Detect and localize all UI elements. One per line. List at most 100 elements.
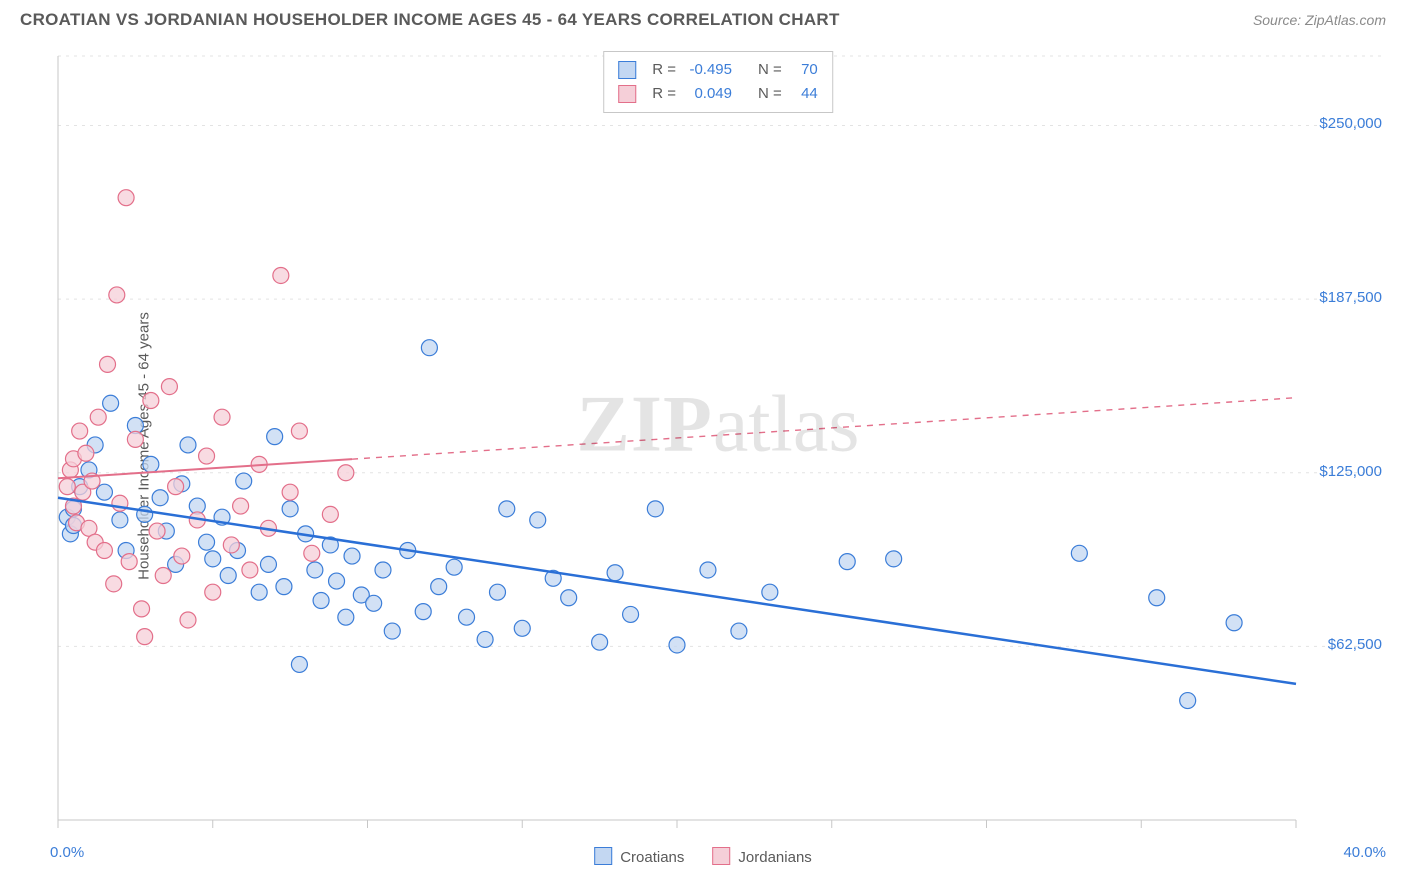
x-max-label: 40.0% bbox=[1343, 844, 1386, 861]
data-point bbox=[431, 579, 447, 595]
legend-r-label: R = bbox=[652, 58, 676, 82]
data-point bbox=[267, 429, 283, 445]
legend-series-name: Jordanians bbox=[738, 849, 811, 866]
gridlines bbox=[58, 56, 1386, 646]
data-point bbox=[199, 534, 215, 550]
data-point bbox=[561, 590, 577, 606]
source-text: Source: ZipAtlas.com bbox=[1253, 12, 1386, 28]
data-point bbox=[205, 551, 221, 567]
data-point bbox=[72, 423, 88, 439]
data-point bbox=[180, 437, 196, 453]
data-point bbox=[152, 490, 168, 506]
data-point bbox=[242, 562, 258, 578]
data-point bbox=[127, 431, 143, 447]
legend-n-label: N = bbox=[758, 82, 782, 106]
data-point bbox=[291, 656, 307, 672]
data-point bbox=[291, 423, 307, 439]
regression-line-dashed bbox=[352, 398, 1296, 459]
data-point bbox=[446, 559, 462, 575]
data-point bbox=[100, 356, 116, 372]
data-point bbox=[96, 484, 112, 500]
data-point bbox=[530, 512, 546, 528]
legend-row: R = -0.495 N = 70 bbox=[618, 58, 818, 82]
data-point bbox=[180, 612, 196, 628]
data-point bbox=[886, 551, 902, 567]
series-legend: Croatians Jordanians bbox=[594, 847, 812, 866]
legend-series-name: Croatians bbox=[620, 849, 684, 866]
data-point bbox=[199, 448, 215, 464]
data-point bbox=[121, 554, 137, 570]
data-point bbox=[137, 629, 153, 645]
legend-swatch bbox=[618, 85, 636, 103]
data-point bbox=[155, 568, 171, 584]
legend-swatch bbox=[618, 61, 636, 79]
data-point bbox=[384, 623, 400, 639]
y-tick-label: $187,500 bbox=[1319, 289, 1382, 306]
data-point bbox=[134, 601, 150, 617]
data-point bbox=[96, 543, 112, 559]
chart-title: CROATIAN VS JORDANIAN HOUSEHOLDER INCOME… bbox=[20, 10, 840, 30]
data-point bbox=[366, 595, 382, 611]
data-point bbox=[109, 287, 125, 303]
data-point bbox=[322, 506, 338, 522]
data-point bbox=[1071, 545, 1087, 561]
data-point bbox=[260, 556, 276, 572]
legend-r-value: 0.049 bbox=[684, 82, 732, 106]
data-point bbox=[489, 584, 505, 600]
data-point bbox=[344, 548, 360, 564]
data-point bbox=[112, 512, 128, 528]
data-point bbox=[415, 604, 431, 620]
data-point bbox=[338, 465, 354, 481]
data-point bbox=[592, 634, 608, 650]
data-point bbox=[90, 409, 106, 425]
legend-row: R =0.049N =44 bbox=[618, 82, 818, 106]
data-point bbox=[313, 593, 329, 609]
data-point bbox=[282, 501, 298, 517]
data-point bbox=[233, 498, 249, 514]
data-point bbox=[647, 501, 663, 517]
data-point bbox=[223, 537, 239, 553]
legend-n-value: 70 bbox=[790, 58, 818, 82]
regression-line-solid bbox=[58, 498, 1296, 684]
data-point bbox=[477, 631, 493, 647]
correlation-legend: R = -0.495 N = 70R = 0.049 N = 44 bbox=[603, 51, 833, 113]
legend-swatch bbox=[594, 847, 612, 865]
data-point bbox=[214, 409, 230, 425]
legend-n-label: N = bbox=[758, 58, 782, 82]
data-point bbox=[103, 395, 119, 411]
data-point bbox=[700, 562, 716, 578]
data-point bbox=[329, 573, 345, 589]
data-point bbox=[161, 379, 177, 395]
data-point bbox=[78, 445, 94, 461]
data-point bbox=[276, 579, 292, 595]
data-point bbox=[514, 620, 530, 636]
data-point bbox=[143, 392, 159, 408]
data-point bbox=[375, 562, 391, 578]
data-point bbox=[106, 576, 122, 592]
legend-r-value: -0.495 bbox=[684, 58, 732, 82]
data-point bbox=[143, 456, 159, 472]
data-point bbox=[839, 554, 855, 570]
plot-area: ZIPatlas R =-0.495N =70R =0.049N =44 $62… bbox=[50, 48, 1386, 834]
data-point bbox=[1180, 693, 1196, 709]
data-point bbox=[421, 340, 437, 356]
data-point bbox=[338, 609, 354, 625]
legend-n-value: 44 bbox=[790, 82, 818, 106]
legend-swatch bbox=[712, 847, 730, 865]
scatter-chart bbox=[50, 48, 1386, 834]
x-min-label: 0.0% bbox=[50, 844, 84, 861]
y-tick-label: $62,500 bbox=[1328, 636, 1382, 653]
data-point bbox=[1149, 590, 1165, 606]
data-point bbox=[304, 545, 320, 561]
y-tick-label: $125,000 bbox=[1319, 463, 1382, 480]
data-point bbox=[168, 479, 184, 495]
data-point bbox=[273, 267, 289, 283]
data-point bbox=[205, 584, 221, 600]
data-point bbox=[731, 623, 747, 639]
data-point bbox=[669, 637, 685, 653]
data-point bbox=[59, 479, 75, 495]
data-point bbox=[307, 562, 323, 578]
data-point bbox=[499, 501, 515, 517]
y-tick-label: $250,000 bbox=[1319, 115, 1382, 132]
data-point bbox=[459, 609, 475, 625]
